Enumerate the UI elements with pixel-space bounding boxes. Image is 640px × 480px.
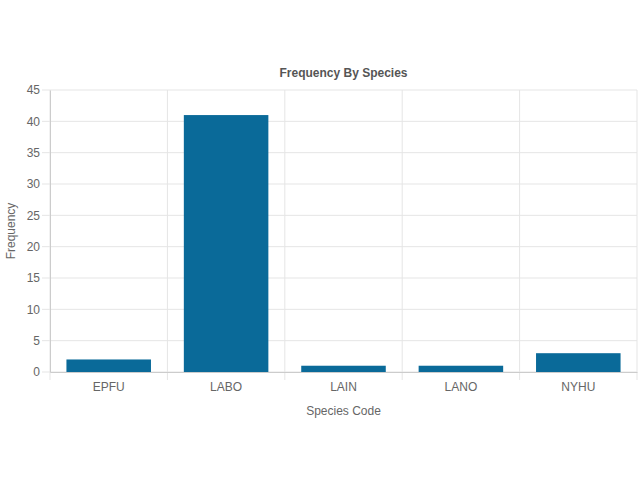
y-axis-title: Frequency	[4, 203, 18, 260]
bar	[301, 366, 386, 372]
y-tick: 0	[33, 365, 50, 379]
x-grid-line	[50, 90, 51, 380]
x-tick: LAIN	[330, 372, 357, 394]
y-tick-label: 45	[27, 83, 41, 97]
y-tick: 10	[27, 303, 50, 317]
y-tick: 20	[27, 240, 50, 254]
x-tick-label: LANO	[445, 380, 478, 394]
y-tick-label: 20	[27, 240, 41, 254]
x-grid-line	[519, 90, 520, 380]
y-tick-label: 15	[27, 271, 41, 285]
y-tick-label: 0	[33, 365, 40, 379]
y-axis: 0 5 10 15 20 25 30 35 40 45	[27, 83, 51, 379]
y-tick: 30	[27, 177, 50, 191]
bar	[66, 359, 151, 372]
x-axis: EPFU LABO LAIN LANO NYHU	[51, 372, 638, 394]
y-tick: 45	[27, 83, 50, 97]
x-tick: LABO	[210, 372, 242, 394]
x-grid-line	[167, 90, 168, 380]
bar	[536, 353, 621, 372]
x-grid-line	[284, 90, 285, 380]
y-tick-label: 5	[33, 334, 40, 348]
bar	[419, 366, 504, 372]
x-tick: EPFU	[93, 372, 125, 394]
x-axis-title: Species Code	[306, 404, 381, 418]
x-tick-label: LAIN	[330, 380, 357, 394]
y-axis-line	[50, 91, 51, 373]
y-grid-line	[42, 152, 637, 153]
y-tick: 40	[27, 115, 50, 129]
plot: 0 5 10 15 20 25 30 35 40 45 EPFU LABO LAIN LANO NYHU	[27, 83, 638, 393]
chart: 0 5 10 15 20 25 30 35 40 45 EPFU LABO LAIN LANO NYHU Fr…	[0, 0, 640, 480]
x-tick: NYHU	[561, 372, 595, 394]
y-tick-label: 25	[27, 209, 41, 223]
x-tick-label: NYHU	[561, 380, 595, 394]
y-tick: 35	[27, 146, 50, 160]
y-tick-label: 30	[27, 177, 41, 191]
y-tick: 5	[33, 334, 50, 348]
grid	[42, 90, 637, 380]
bar	[184, 115, 269, 372]
x-grid-line	[402, 90, 403, 380]
y-tick-label: 35	[27, 146, 41, 160]
x-grid-line	[637, 90, 638, 380]
y-grid-line	[42, 278, 637, 279]
y-grid-line	[42, 184, 637, 185]
title: Frequency By Species	[279, 66, 407, 80]
y-tick: 25	[27, 209, 50, 223]
x-tick-label: LABO	[210, 380, 242, 394]
y-grid-line	[42, 215, 637, 216]
x-tick-label: EPFU	[93, 380, 125, 394]
y-grid-line	[42, 246, 637, 247]
y-tick-label: 40	[27, 115, 41, 129]
y-grid-line	[42, 90, 637, 91]
y-grid-line	[42, 340, 637, 341]
y-tick: 15	[27, 271, 50, 285]
x-tick: LANO	[445, 372, 478, 394]
bars	[66, 115, 620, 372]
y-grid-line	[42, 121, 637, 122]
y-grid-line	[42, 309, 637, 310]
y-tick-label: 10	[27, 303, 41, 317]
x-axis-line	[51, 372, 638, 373]
